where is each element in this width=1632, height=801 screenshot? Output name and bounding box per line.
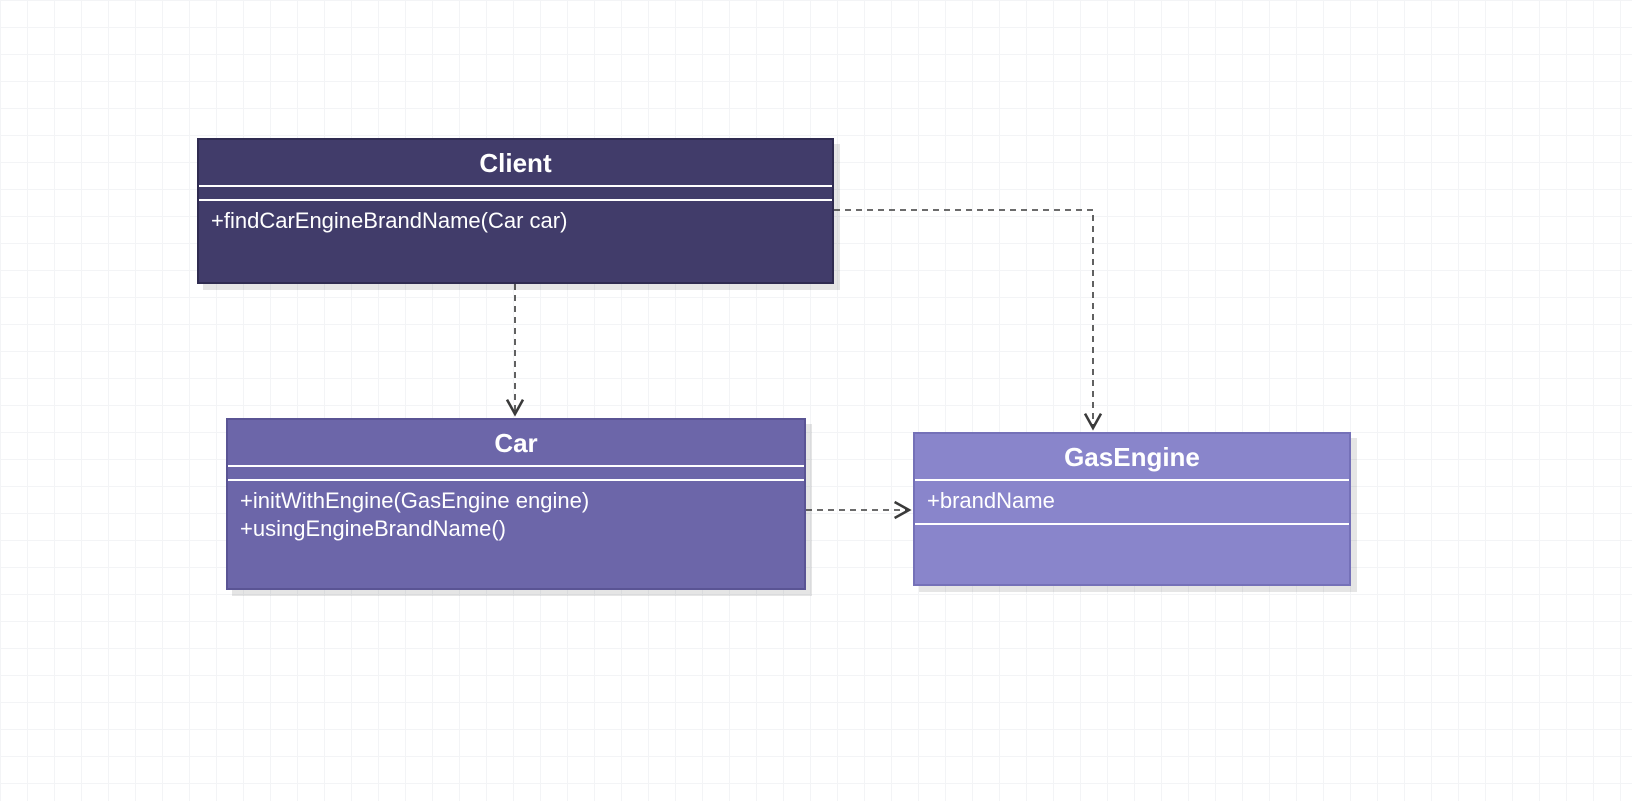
- class-client-title: Client: [199, 140, 832, 187]
- class-car-title: Car: [228, 420, 804, 467]
- class-gasengine[interactable]: GasEngine +brandName: [913, 432, 1351, 586]
- class-client-attrs: [199, 187, 832, 201]
- class-car[interactable]: Car +initWithEngine(GasEngine engine)+us…: [226, 418, 806, 590]
- edges-layer: [0, 0, 1632, 801]
- class-gasengine-attr: +brandName: [927, 487, 1337, 515]
- class-car-method: +usingEngineBrandName(): [240, 515, 792, 543]
- class-gasengine-attrs: +brandName: [915, 481, 1349, 525]
- class-client-method: +findCarEngineBrandName(Car car): [211, 207, 820, 235]
- diagram-canvas: Client +findCarEngineBrandName(Car car) …: [0, 0, 1632, 801]
- class-client[interactable]: Client +findCarEngineBrandName(Car car): [197, 138, 834, 284]
- class-client-methods: +findCarEngineBrandName(Car car): [199, 201, 832, 261]
- class-gasengine-title: GasEngine: [915, 434, 1349, 481]
- class-gasengine-methods: [915, 525, 1349, 555]
- class-car-attrs: [228, 467, 804, 481]
- class-car-method: +initWithEngine(GasEngine engine): [240, 487, 792, 515]
- edge-client-to-gasengine: [834, 210, 1093, 428]
- class-car-methods: +initWithEngine(GasEngine engine)+usingE…: [228, 481, 804, 561]
